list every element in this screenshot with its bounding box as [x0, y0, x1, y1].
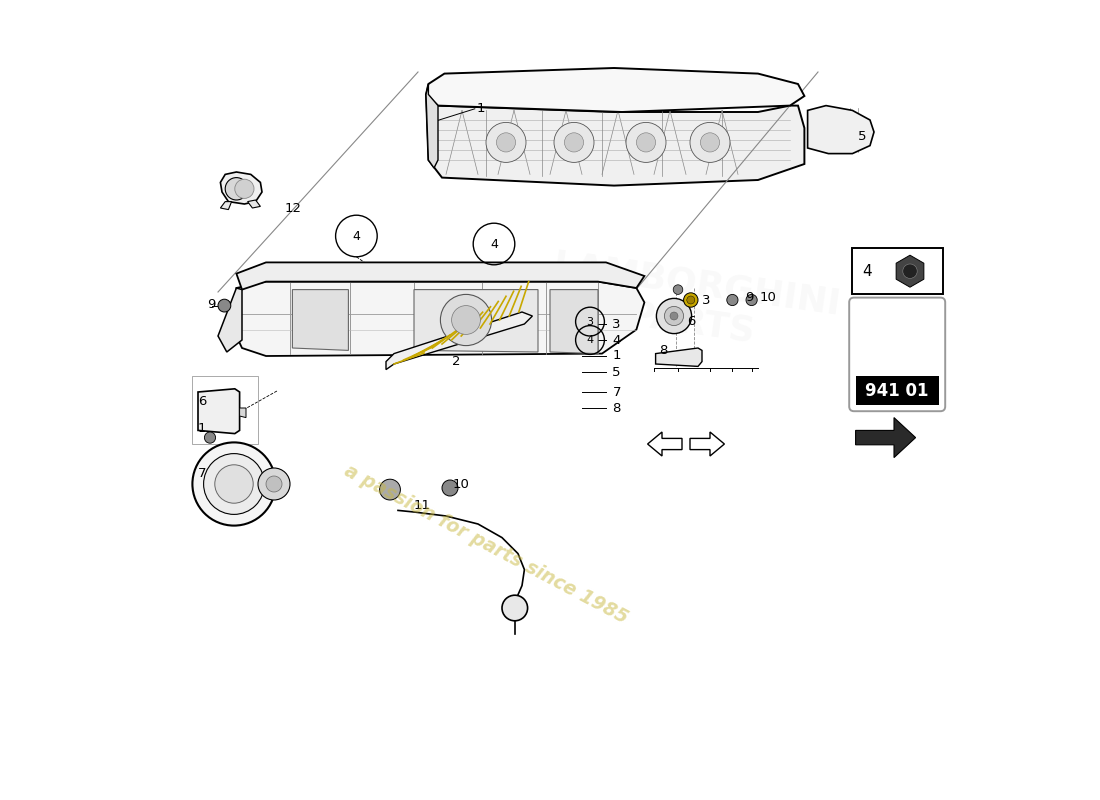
Text: 5: 5 [858, 130, 867, 142]
Text: 3: 3 [586, 317, 594, 326]
Circle shape [379, 479, 400, 500]
Polygon shape [386, 312, 532, 370]
Polygon shape [293, 290, 349, 350]
Text: 3: 3 [702, 294, 711, 306]
Polygon shape [220, 202, 232, 210]
Text: 3: 3 [613, 318, 620, 330]
Text: 8: 8 [613, 402, 620, 414]
Text: 10: 10 [452, 478, 470, 490]
Text: 4: 4 [491, 238, 498, 250]
Circle shape [486, 122, 526, 162]
Circle shape [226, 178, 248, 200]
Circle shape [218, 299, 231, 312]
Polygon shape [236, 282, 645, 356]
Polygon shape [414, 290, 538, 352]
Text: 12: 12 [285, 202, 301, 214]
Polygon shape [856, 418, 915, 458]
Text: 9: 9 [745, 291, 754, 304]
Polygon shape [656, 348, 702, 366]
Text: 2: 2 [452, 355, 461, 368]
Text: a passion for parts since 1985: a passion for parts since 1985 [341, 461, 631, 627]
Circle shape [657, 298, 692, 334]
Polygon shape [240, 408, 246, 418]
Circle shape [258, 468, 290, 500]
Circle shape [205, 432, 216, 443]
Polygon shape [807, 106, 874, 154]
Polygon shape [426, 84, 438, 168]
Text: 6: 6 [688, 315, 696, 328]
Circle shape [701, 133, 719, 152]
Circle shape [746, 294, 757, 306]
Circle shape [554, 122, 594, 162]
Circle shape [502, 595, 528, 621]
Text: 4: 4 [586, 335, 594, 345]
Circle shape [673, 285, 683, 294]
Text: 1: 1 [476, 102, 485, 115]
Polygon shape [248, 200, 261, 208]
Circle shape [664, 306, 683, 326]
Text: 6: 6 [198, 395, 207, 408]
Polygon shape [220, 172, 262, 204]
Text: 1: 1 [198, 422, 207, 434]
Text: 941 01: 941 01 [866, 382, 928, 400]
Circle shape [496, 133, 516, 152]
Text: 7: 7 [198, 467, 207, 480]
Text: 1: 1 [613, 350, 620, 362]
Text: LAMBORGHINI
PARTS: LAMBORGHINI PARTS [546, 247, 843, 361]
Circle shape [266, 476, 282, 492]
Circle shape [626, 122, 666, 162]
Polygon shape [218, 288, 242, 352]
Polygon shape [426, 94, 804, 186]
Circle shape [440, 294, 492, 346]
Text: 4: 4 [613, 334, 620, 346]
Circle shape [686, 296, 695, 304]
Polygon shape [426, 68, 804, 112]
Circle shape [234, 179, 254, 198]
Circle shape [214, 465, 253, 503]
Circle shape [690, 122, 730, 162]
Circle shape [727, 294, 738, 306]
Text: 9: 9 [208, 298, 216, 310]
Text: 10: 10 [760, 291, 777, 304]
Circle shape [192, 442, 276, 526]
Circle shape [442, 480, 458, 496]
Circle shape [683, 293, 698, 307]
Circle shape [670, 312, 678, 320]
Text: 4: 4 [862, 264, 871, 278]
Text: 5: 5 [613, 366, 620, 378]
Text: 4: 4 [352, 230, 361, 242]
Text: 7: 7 [613, 386, 620, 398]
Text: 11: 11 [414, 499, 431, 512]
Circle shape [204, 454, 264, 514]
Polygon shape [236, 262, 645, 290]
Circle shape [564, 133, 584, 152]
FancyBboxPatch shape [856, 376, 938, 405]
Text: 8: 8 [659, 344, 668, 357]
FancyBboxPatch shape [851, 248, 943, 294]
Circle shape [452, 306, 481, 334]
Circle shape [637, 133, 656, 152]
Polygon shape [198, 389, 240, 434]
Circle shape [903, 264, 917, 278]
FancyBboxPatch shape [849, 298, 945, 411]
Polygon shape [550, 290, 598, 354]
